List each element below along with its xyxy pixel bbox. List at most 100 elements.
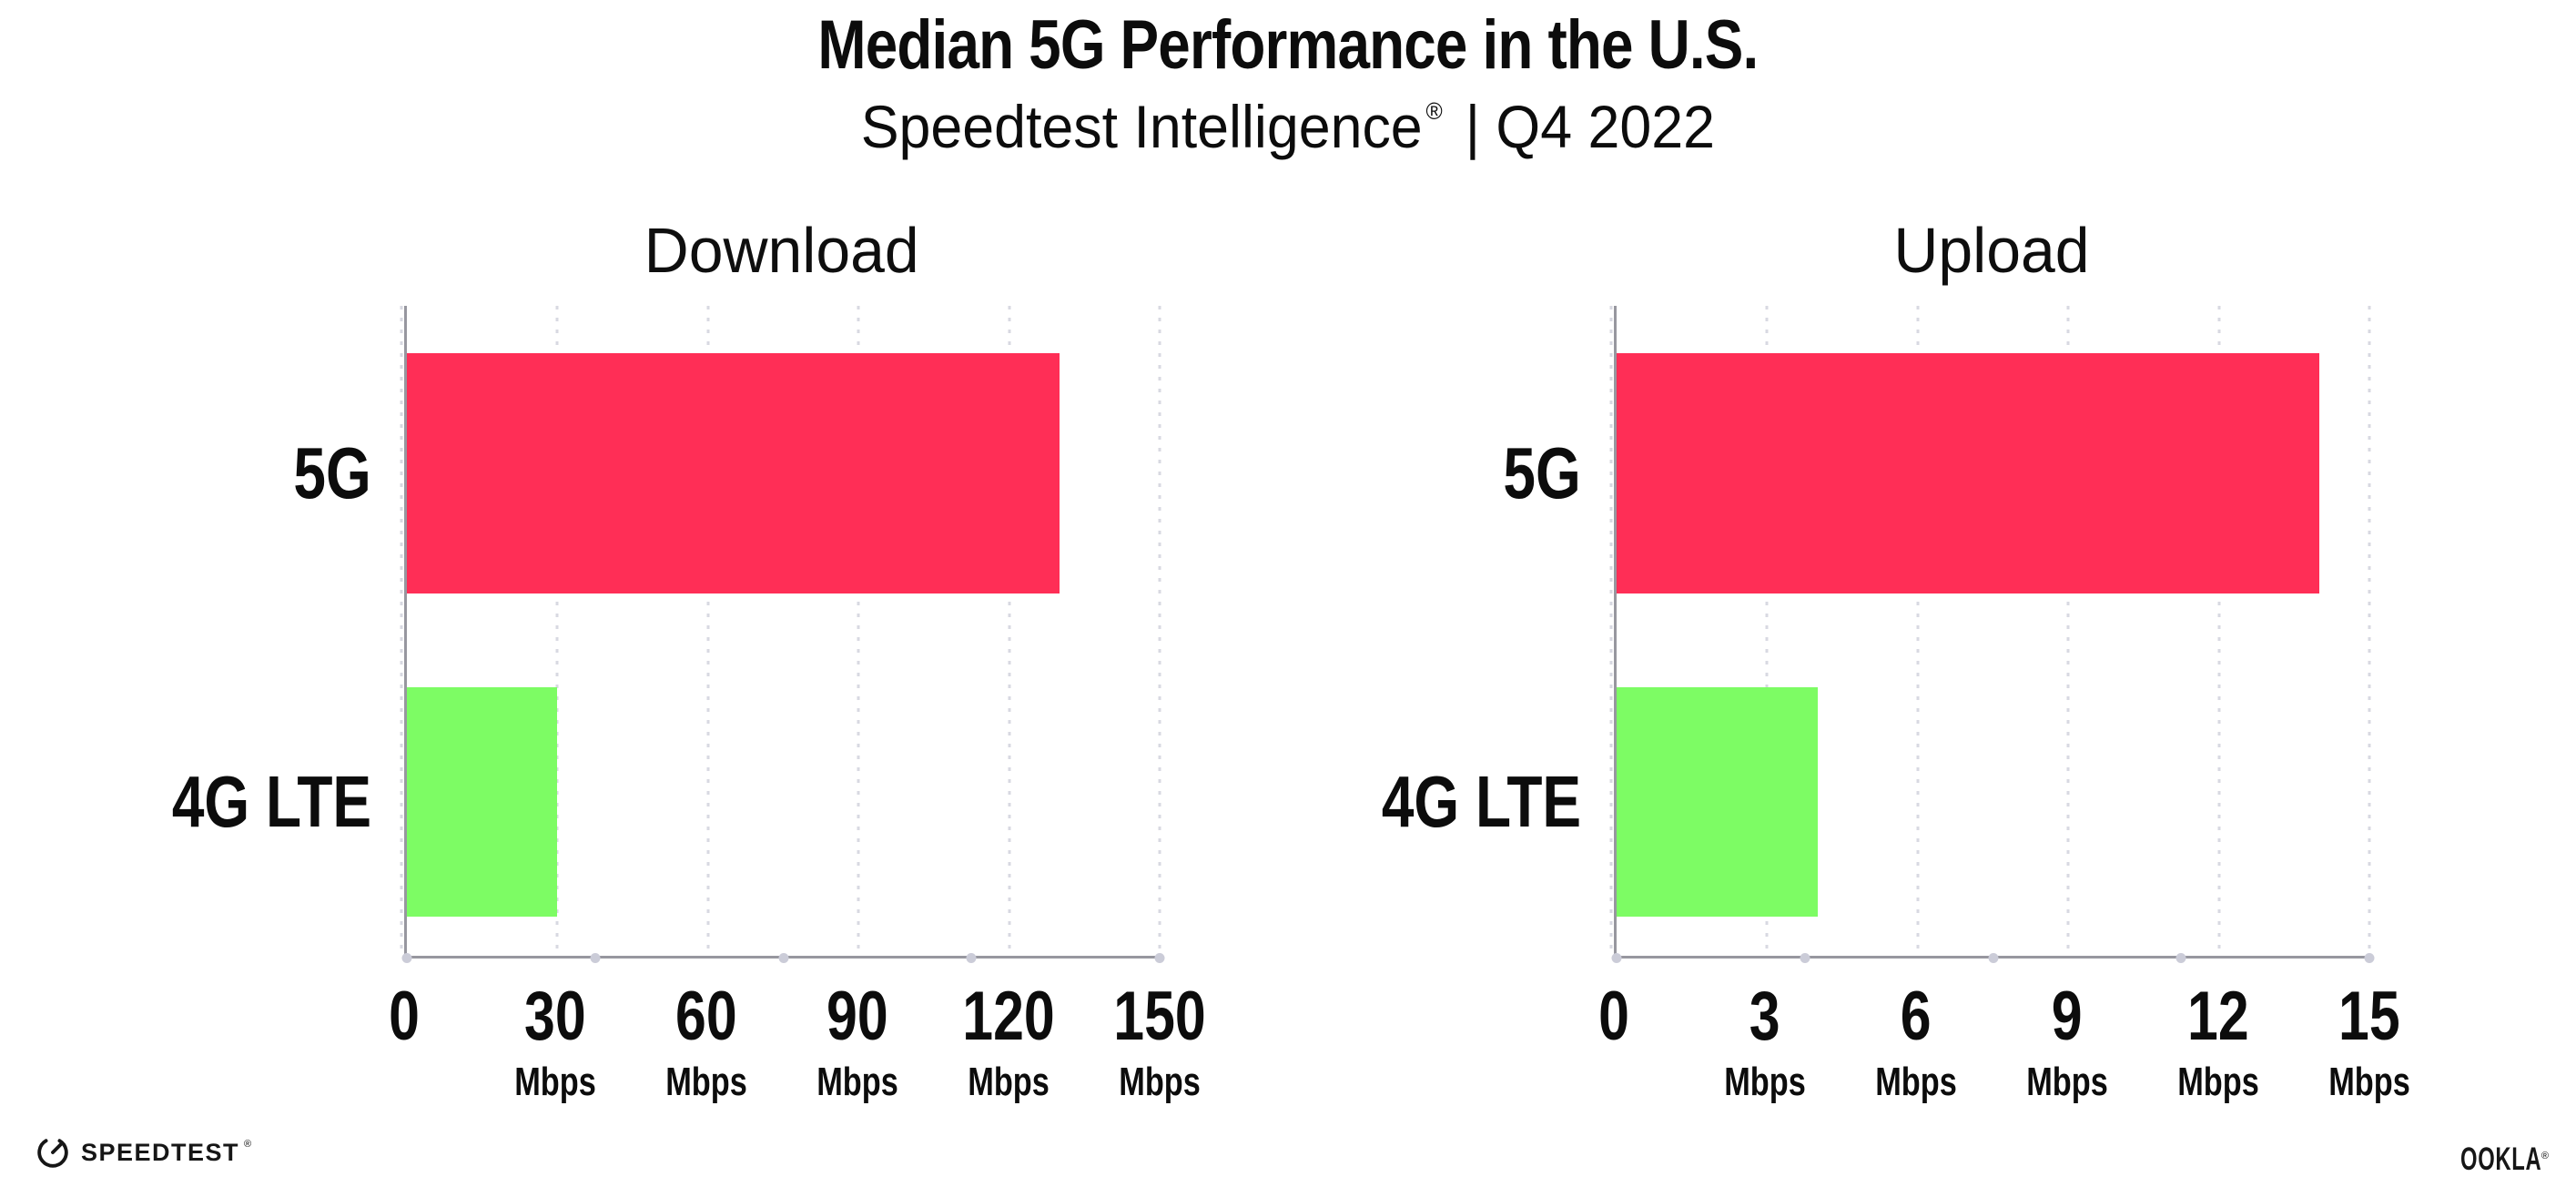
tick-value: 150 [1102, 959, 1218, 1051]
x-axis-tick-9: 9 Mbps [2015, 959, 2120, 1102]
tick-value: 6 [1864, 959, 1969, 1051]
category-label-4g-lte: 4G LTE [1323, 766, 1581, 838]
x-axis-tick-120: 120 Mbps [951, 959, 1067, 1102]
gridline-0 [400, 306, 403, 956]
upload-chart: Upload 5G 4G LTE 0 3 Mbps 6 Mbps 9 Mbps 12 Mbps 15 Mb… [1323, 218, 2451, 1165]
page-subtitle: Speedtest Intelligence ® | Q4 2022 [0, 93, 2576, 162]
gridline-30 [555, 306, 559, 956]
bar-5g [407, 353, 1060, 593]
tick-unit-text: Mbps [1875, 1060, 1957, 1104]
x-axis-tick-90: 90 Mbps [806, 959, 910, 1102]
tick-value-text: 6 [1901, 978, 1932, 1055]
gridline-120 [1008, 306, 1011, 956]
tick-unit-text: Mbps [665, 1060, 747, 1104]
panel-title-text: Download [644, 215, 919, 286]
x-axis-tick-30: 30 Mbps [503, 959, 608, 1102]
axis-tick-dot [2364, 953, 2375, 963]
ookla-wordmark: OOKLA [2459, 1141, 2541, 1177]
x-axis-tick-3: 3 Mbps [1713, 959, 1818, 1102]
category-label-text: 5G [293, 432, 371, 513]
tick-value: 90 [806, 959, 910, 1051]
panel-title-upload: Upload [1614, 218, 2369, 282]
tick-value-text: 15 [2338, 978, 2400, 1055]
tick-value: 120 [951, 959, 1067, 1051]
tick-value: 0 [385, 959, 423, 1051]
tick-value: 0 [1595, 959, 1633, 1051]
gridline-6 [1916, 306, 1920, 956]
tick-unit-label: Mbps [951, 1062, 1067, 1102]
x-axis-tick-0: 0 [1595, 959, 1633, 1051]
panel-title-text: Upload [1893, 215, 2090, 286]
tick-value-text: 0 [389, 978, 420, 1055]
gridline-12 [2217, 306, 2221, 956]
tick-unit-text: Mbps [2026, 1060, 2108, 1104]
tick-value-text: 0 [1598, 978, 1629, 1055]
tick-unit-label: Mbps [2166, 1062, 2271, 1102]
gridline-3 [1765, 306, 1769, 956]
category-label-text: 4G LTE [171, 761, 371, 842]
tick-unit-label: Mbps [2015, 1062, 2120, 1102]
tick-unit-text: Mbps [514, 1060, 596, 1104]
plot-area-download [400, 306, 1165, 963]
tick-unit-text: Mbps [2177, 1060, 2259, 1104]
speedtest-logo: SPEEDTEST ® [36, 1136, 259, 1169]
x-axis-download: 0 30 Mbps 60 Mbps 90 Mbps 120 Mbps 150 Mbps [389, 959, 1206, 1150]
speedtest-registered-mark: ® [244, 1139, 252, 1150]
x-axis-tick-60: 60 Mbps [654, 959, 759, 1102]
tick-unit-text: Mbps [1724, 1060, 1806, 1104]
tick-value-text: 90 [827, 978, 888, 1055]
axis-tick-dot [1611, 953, 1622, 963]
tick-value: 30 [503, 959, 608, 1051]
tick-unit-label: Mbps [1713, 1062, 1818, 1102]
category-label-text: 4G LTE [1381, 761, 1581, 842]
tick-unit-text: Mbps [1119, 1060, 1201, 1104]
axis-tick-dot [2175, 953, 2186, 963]
axis-tick-dot [401, 953, 412, 963]
category-label-5g: 5G [1323, 437, 1581, 510]
bar-4g-lte [407, 687, 558, 917]
gridline-150 [1158, 306, 1161, 956]
bar-4g-lte [1617, 687, 1818, 917]
axis-tick-dot [1154, 953, 1165, 963]
tick-value: 15 [2317, 959, 2422, 1051]
gridline-90 [857, 306, 860, 956]
tick-value-text: 30 [524, 978, 586, 1055]
footer: SPEEDTEST ® OOKLA® [0, 1127, 2576, 1197]
plot-area-upload [1609, 306, 2375, 963]
ookla-logo: OOKLA® [2422, 1141, 2549, 1178]
tick-value-text: 3 [1749, 978, 1780, 1055]
gridline-60 [706, 306, 710, 956]
x-axis-tick-12: 12 Mbps [2166, 959, 2271, 1102]
subtitle-brand: Speedtest Intelligence [860, 93, 1423, 160]
tick-value-text: 12 [2187, 978, 2249, 1055]
tick-value-text: 9 [2052, 978, 2083, 1055]
speedtest-gauge-icon [37, 1139, 68, 1168]
tick-unit-label: Mbps [2317, 1062, 2422, 1102]
tick-unit-label: Mbps [1864, 1062, 1969, 1102]
axis-tick-dot [590, 953, 601, 963]
gridline-9 [2066, 306, 2070, 956]
axis-tick-dot [1988, 953, 1998, 963]
tick-value-text: 150 [1113, 978, 1206, 1055]
x-axis-upload: 0 3 Mbps 6 Mbps 9 Mbps 12 Mbps 15 Mbps [1598, 959, 2410, 1150]
category-label-4g-lte: 4G LTE [113, 766, 371, 838]
tick-value-text: 120 [962, 978, 1055, 1055]
tick-value: 3 [1713, 959, 1818, 1051]
tick-value: 12 [2166, 959, 2271, 1051]
page-title: Median 5G Performance in the U.S. [0, 11, 2576, 80]
tick-unit-text: Mbps [816, 1060, 898, 1104]
subtitle-period: | Q4 2022 [1449, 93, 1716, 160]
tick-unit-text: Mbps [2328, 1060, 2410, 1104]
x-axis-tick-15: 15 Mbps [2317, 959, 2422, 1102]
tick-unit-label: Mbps [806, 1062, 910, 1102]
category-label-text: 5G [1503, 432, 1581, 513]
bar-5g [1617, 353, 2319, 593]
ookla-registered-mark: ® [2541, 1151, 2549, 1161]
registered-trademark-icon: ® [1425, 97, 1443, 125]
tick-unit-label: Mbps [654, 1062, 759, 1102]
page-title-text: Median 5G Performance in the U.S. [817, 6, 1759, 84]
tick-value: 60 [654, 959, 759, 1051]
gridline-15 [2368, 306, 2371, 956]
x-axis-tick-150: 150 Mbps [1102, 959, 1218, 1102]
speedtest-wordmark: SPEEDTEST [81, 1138, 240, 1166]
